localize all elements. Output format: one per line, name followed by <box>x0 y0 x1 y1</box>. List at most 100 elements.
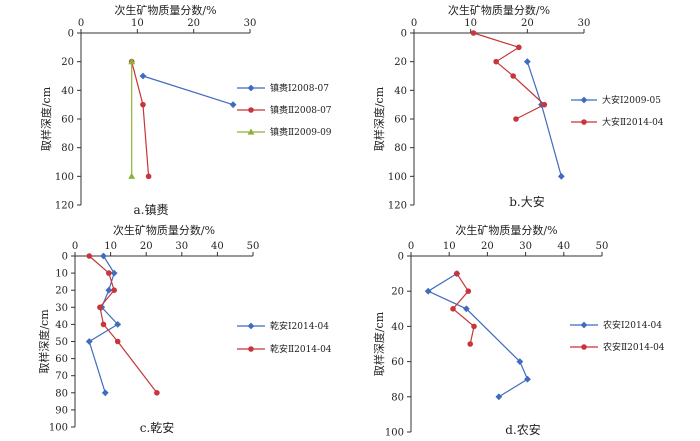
x-tick-label: 0 <box>411 18 417 29</box>
data-point <box>454 270 460 277</box>
data-point <box>154 390 160 396</box>
x-tick-label: 40 <box>211 241 224 252</box>
legend-entry: 农安Ⅱ2014-04 <box>570 341 665 353</box>
x-tick-label: 30 <box>519 241 532 252</box>
series-line <box>526 61 562 177</box>
series-line <box>473 32 546 120</box>
x-tick-label: 50 <box>596 241 609 252</box>
panel-caption: a.镇赉 <box>134 203 169 217</box>
series-2 <box>450 270 477 347</box>
legend-marker <box>247 128 255 135</box>
data-point <box>110 269 118 277</box>
chart-panel-2: 0 10 20 30 0 20 40 60 80 100 120 次生矿物质量分数/% 取样深度/cm 大… <box>372 3 664 212</box>
legend-marker <box>580 96 588 104</box>
y-tick-label: 100 <box>49 423 68 434</box>
x-tick-label: 10 <box>443 241 456 252</box>
y-tick-label: 30 <box>55 303 68 314</box>
data-point <box>140 101 146 108</box>
data-point <box>100 252 107 260</box>
data-point <box>145 173 152 180</box>
panel-caption: d.农安 <box>505 422 541 437</box>
data-point <box>557 172 565 180</box>
x-tick-label: 20 <box>187 18 200 29</box>
data-point <box>516 358 524 365</box>
data-point <box>524 375 531 383</box>
x-tick-label: 10 <box>131 18 144 29</box>
data-point <box>523 58 531 66</box>
legend-label: 大安Ⅱ2014-04 <box>602 116 664 128</box>
data-point <box>471 323 477 330</box>
x-axis-title: 次生矿物质量分数/% <box>113 223 215 237</box>
data-point <box>450 306 456 312</box>
series-2 <box>470 30 548 122</box>
y-tick-label: 90 <box>55 405 68 416</box>
data-point <box>510 73 516 79</box>
y-tick-label: 100 <box>388 172 407 183</box>
data-point <box>513 116 519 122</box>
legend-marker <box>248 107 254 113</box>
data-point <box>139 72 147 80</box>
legend-label: 镇赉Ⅱ2008-07 <box>270 104 332 116</box>
x-tick-label: 0 <box>72 241 78 252</box>
legend-entry: 镇赉Ⅰ2008-07 <box>237 82 329 94</box>
y-tick-label: 20 <box>391 287 404 298</box>
y-tick-label: 80 <box>391 392 404 403</box>
y-tick-label: 20 <box>61 57 74 68</box>
x-tick-label: 0 <box>408 241 414 252</box>
x-axis-title: 次生矿物质量分数/% <box>455 223 557 237</box>
y-tick-label: 0 <box>401 29 407 40</box>
legend-entry: 大安Ⅱ2014-04 <box>571 116 664 128</box>
x-tick-label: 30 <box>244 18 257 29</box>
x-tick-label: 20 <box>521 18 534 29</box>
y-tick-label: 80 <box>394 143 407 154</box>
data-point <box>85 338 93 345</box>
data-point <box>493 58 499 65</box>
y-tick-label: 20 <box>394 57 407 68</box>
legend-label: 农安Ⅰ2014-04 <box>603 319 662 331</box>
y-tick-label: 120 <box>55 201 74 212</box>
legend-label: 农安Ⅱ2014-04 <box>603 341 665 353</box>
y-tick-label: 40 <box>391 322 404 333</box>
legend-marker <box>248 346 254 352</box>
data-point <box>101 389 109 397</box>
y-tick-label: 80 <box>61 143 74 154</box>
legend-entry: 农安Ⅰ2014-04 <box>570 319 662 331</box>
x-tick-label: 0 <box>78 18 84 29</box>
y-tick-label: 60 <box>394 115 407 126</box>
x-tick-label: 50 <box>247 241 260 252</box>
series-1 <box>523 58 565 180</box>
data-point <box>470 30 477 36</box>
series-line <box>142 75 234 106</box>
x-tick-label: 10 <box>104 241 117 252</box>
legend-entry: 大安Ⅰ2009-05 <box>571 94 661 106</box>
legend-label: 镇赉Ⅰ2008-07 <box>270 82 329 94</box>
chart-panel-3: 0 10 20 30 40 50 0 10 20 30 40 50 60 70 80 90 100 次生矿物质量分… <box>37 223 332 435</box>
legend-marker <box>580 321 588 329</box>
data-point <box>424 287 432 295</box>
legend-label: 乾安Ⅰ2014-04 <box>270 320 329 332</box>
x-axis-title: 次生矿物质量分数/% <box>448 3 550 17</box>
y-tick-label: 70 <box>55 371 68 382</box>
data-point <box>86 253 93 259</box>
data-point <box>467 341 474 347</box>
legend-label: 大安Ⅰ2009-05 <box>602 94 661 106</box>
legend-marker <box>581 344 587 350</box>
legend-entry: 镇赉Ⅱ2009-09 <box>237 126 332 138</box>
series-1 <box>139 72 237 109</box>
x-tick-label: 40 <box>557 241 570 252</box>
legend-entry: 乾安Ⅰ2014-04 <box>237 320 329 332</box>
series-line <box>131 61 150 177</box>
x-tick-label: 20 <box>481 241 494 252</box>
y-tick-label: 10 <box>55 269 68 280</box>
data-point <box>462 305 470 313</box>
data-point <box>100 321 107 328</box>
y-axis-title: 取样深度/cm <box>39 86 53 151</box>
legend-entry: 乾安Ⅱ2014-04 <box>237 343 332 355</box>
y-axis-title: 取样深度/cm <box>372 86 386 151</box>
data-point <box>229 101 237 109</box>
data-point <box>111 287 117 294</box>
x-tick-label: 10 <box>464 18 477 29</box>
x-tick-label: 30 <box>175 241 188 252</box>
data-point <box>495 393 503 401</box>
